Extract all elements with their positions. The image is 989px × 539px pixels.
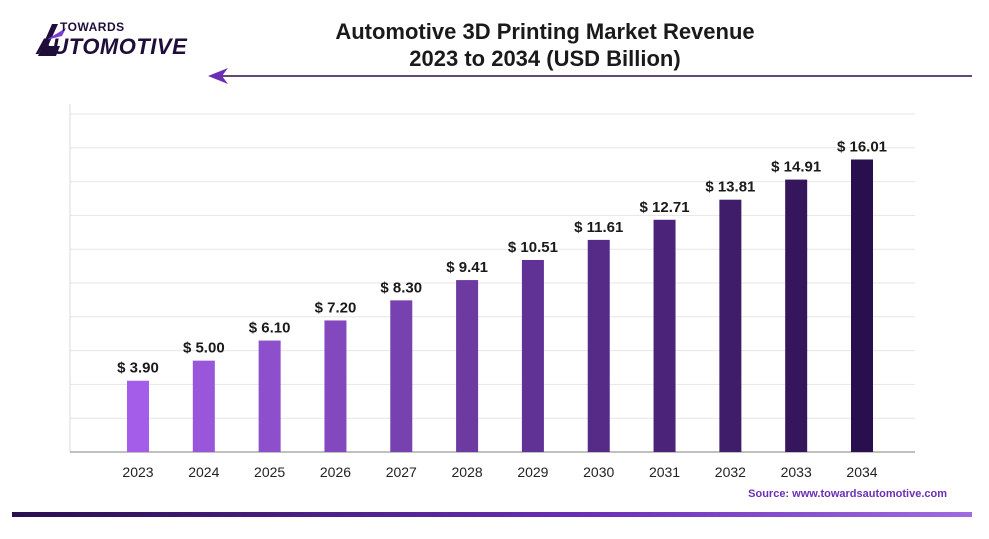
data-label-2032: $ 13.81: [705, 179, 755, 196]
bar-2031: [653, 219, 676, 452]
left-arrow-icon: [208, 68, 228, 84]
x-tick-label-2029: 2029: [517, 464, 548, 480]
chart-title-line1: Automotive 3D Printing Market Revenue: [335, 19, 755, 44]
bar-2023: [127, 380, 149, 452]
x-tick-label-2026: 2026: [320, 464, 351, 480]
data-label-2025: $ 6.10: [249, 320, 291, 337]
logo-line1: TOWARDS: [60, 20, 125, 34]
data-label-2034: $ 16.01: [837, 138, 887, 155]
bar-2032: [719, 199, 742, 452]
bar-2025: [258, 340, 281, 452]
bar-2034: [851, 159, 873, 452]
data-label-2024: $ 5.00: [183, 340, 225, 357]
data-label-2029: $ 10.51: [508, 239, 558, 256]
source-note: Source: www.towardsautomotive.com: [748, 488, 947, 500]
data-label-2030: $ 11.61: [574, 219, 623, 236]
bar-2030: [587, 239, 610, 452]
x-tick-label-2034: 2034: [846, 464, 877, 480]
x-tick-label-2027: 2027: [386, 464, 417, 480]
footer-bar: [12, 512, 972, 517]
bar-2027: [390, 300, 413, 452]
logo-arrow-icon: [38, 24, 66, 56]
bar-2033: [785, 179, 808, 452]
logo-line2: AUTOMOTIVE: [36, 34, 188, 59]
x-tick-label-2033: 2033: [781, 464, 812, 480]
x-tick-label-2028: 2028: [452, 464, 483, 480]
header-divider-arrow: [208, 68, 972, 84]
chart-title-line2: 2023 to 2034 (USD Billion): [409, 46, 681, 71]
x-tick-label-2030: 2030: [583, 464, 614, 480]
x-tick-label-2032: 2032: [715, 464, 746, 480]
data-label-2031: $ 12.71: [640, 199, 690, 216]
bar-2024: [192, 360, 215, 452]
data-label-2023: $ 3.90: [117, 360, 159, 377]
brand-logo: TOWARDS AUTOMOTIVE: [36, 20, 216, 60]
x-tick-label-2025: 2025: [254, 464, 285, 480]
x-tick-label-2031: 2031: [649, 464, 680, 480]
data-label-2028: $ 9.41: [446, 259, 488, 276]
data-label-2026: $ 7.20: [315, 299, 357, 316]
bar-2028: [456, 280, 479, 452]
data-label-2027: $ 8.30: [380, 279, 422, 296]
data-label-2033: $ 14.91: [771, 159, 821, 176]
chart-title: Automotive 3D Printing Market Revenue 20…: [290, 18, 800, 72]
x-tick-label-2023: 2023: [122, 464, 153, 480]
bar-2029: [521, 259, 544, 452]
x-tick-label-2024: 2024: [188, 464, 219, 480]
bar-2026: [324, 320, 347, 452]
